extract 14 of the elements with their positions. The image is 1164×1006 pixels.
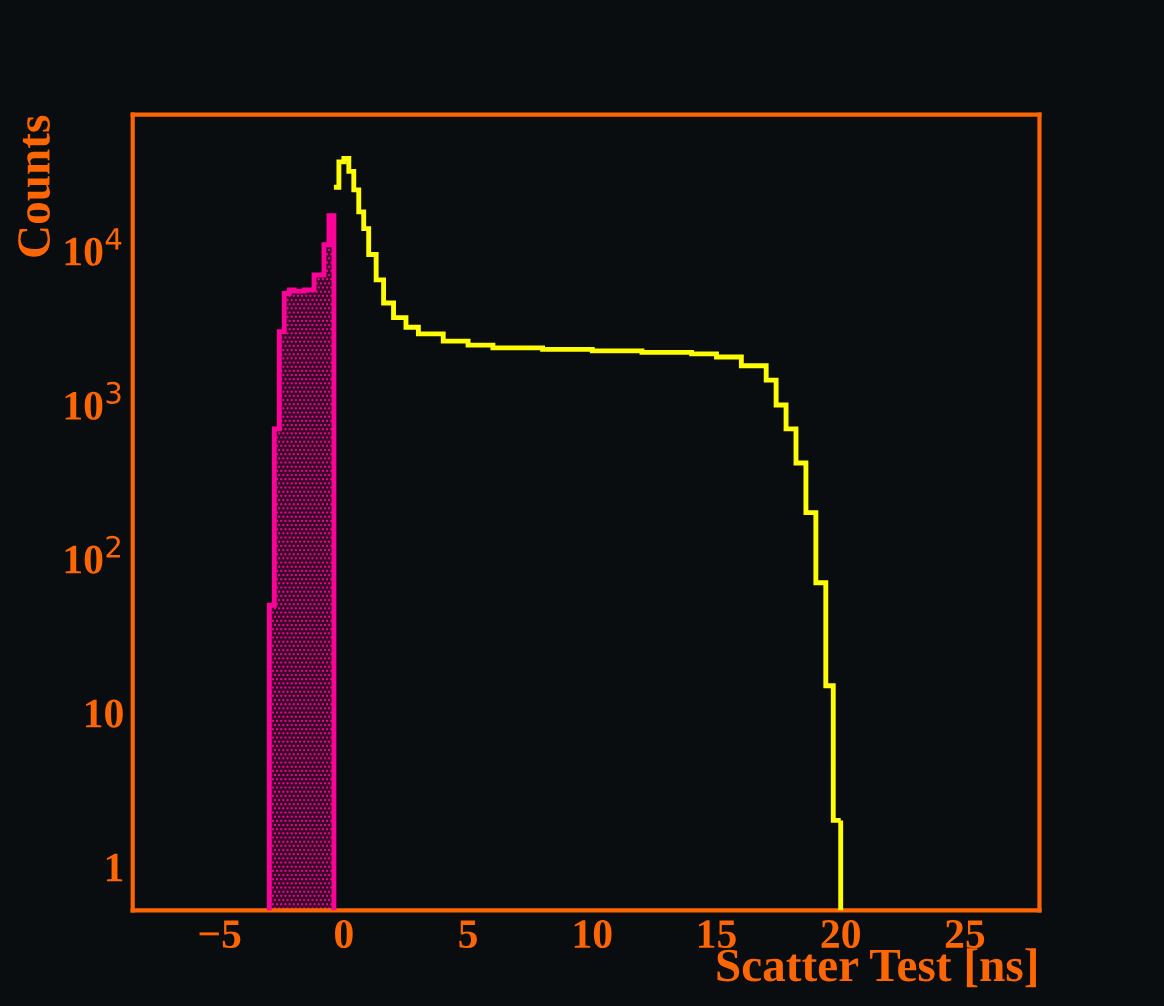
x-axis-title: Scatter Test [ns]: [717, 948, 1036, 988]
y-axis-title: Counts: [18, 115, 51, 257]
y-tick-label: 10$^{3}$: [65, 381, 121, 420]
x-tick-label: 15: [699, 920, 736, 949]
x-tick-label: 25: [945, 920, 985, 949]
x-tick-label: 0: [335, 919, 353, 949]
x-tick-label: 10: [574, 919, 612, 949]
x-tick-label: 5: [459, 920, 477, 949]
x-tick-label: −5: [199, 920, 241, 949]
x-tick-label: 20: [821, 919, 860, 949]
y-tick-label: 1: [106, 853, 123, 882]
y-tick-label: 10$^{2}$: [65, 535, 120, 574]
y-tick-label: 10: [86, 699, 123, 728]
y-tick-label: 10$^{4}$: [65, 228, 122, 266]
